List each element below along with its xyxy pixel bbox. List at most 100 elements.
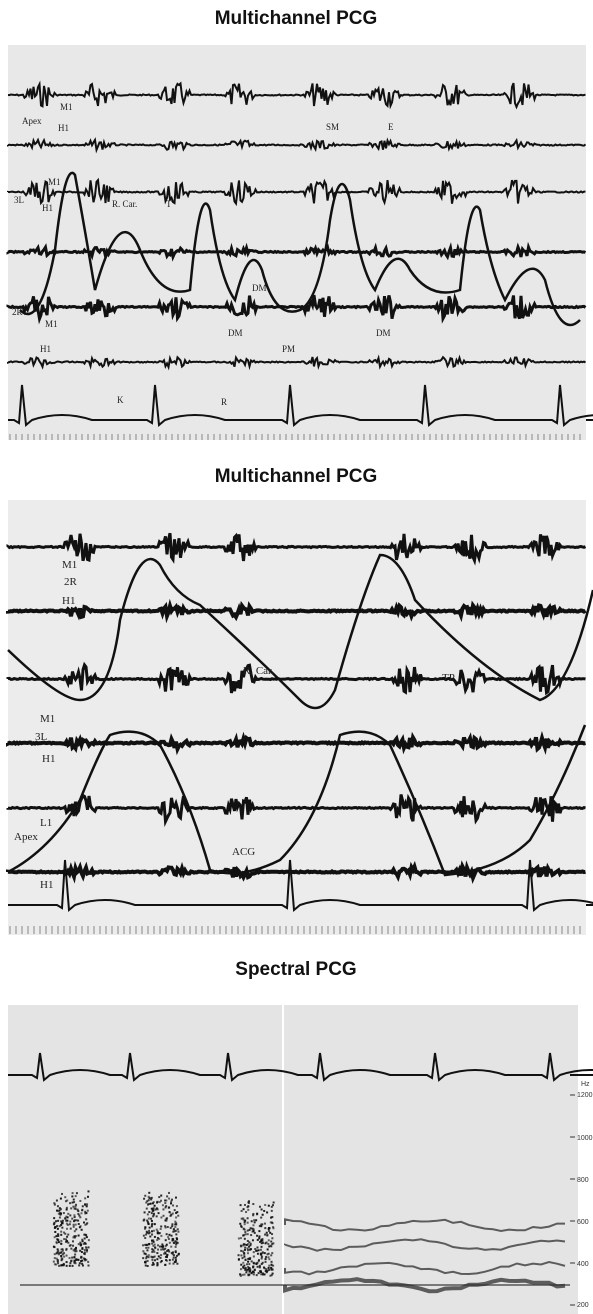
spectral-speck [266, 1248, 269, 1251]
spectral-speck [148, 1210, 151, 1213]
spectral-speck [168, 1262, 171, 1265]
spectral-speck [53, 1253, 56, 1256]
spectral-speck [152, 1249, 155, 1252]
spectral-speck [248, 1228, 251, 1231]
spectral-speck [244, 1246, 247, 1249]
spectral-speck [171, 1253, 174, 1256]
spectral-speck [156, 1239, 159, 1242]
spectral-speck [173, 1254, 176, 1257]
spectral-speck [247, 1200, 250, 1203]
spectral-speck [252, 1273, 255, 1276]
spectral-speck [267, 1204, 270, 1207]
spectral-speck [161, 1246, 164, 1249]
axis-label: 1000 [577, 1135, 593, 1142]
spectral-speck [174, 1251, 177, 1254]
spectral-speck [82, 1257, 85, 1260]
spectral-speck [148, 1229, 151, 1232]
spectral-speck [270, 1245, 273, 1248]
spectral-speck [173, 1242, 176, 1245]
spectral-speck [243, 1253, 246, 1256]
spectral-speck [63, 1238, 66, 1241]
label: 2R [12, 307, 23, 317]
spectral-speck [73, 1261, 76, 1264]
spectral-speck [245, 1244, 248, 1247]
spectral-speck [267, 1256, 270, 1259]
spectral-speck [73, 1256, 76, 1259]
spectral-speck [243, 1248, 246, 1251]
axis-label: Hz [581, 1081, 590, 1088]
spectral-speck [254, 1247, 257, 1250]
spectral-speck [73, 1230, 76, 1233]
spectral-speck [253, 1231, 256, 1234]
panel-background [8, 45, 586, 440]
spectral-speck [242, 1261, 245, 1264]
spectral-speck [168, 1210, 171, 1213]
spectral-speck [53, 1246, 56, 1249]
label: T [166, 199, 172, 209]
spectral-speck [164, 1202, 167, 1205]
spectral-speck [145, 1255, 148, 1258]
spectral-speck [152, 1214, 155, 1217]
spectral-speck [252, 1255, 255, 1258]
spectral-speck [162, 1248, 165, 1251]
spectral-speck [174, 1240, 177, 1243]
spectral-speck [69, 1220, 72, 1223]
spectral-speck [158, 1232, 161, 1235]
spectral-speck [153, 1259, 156, 1262]
spectral-speck [260, 1239, 263, 1242]
spectral-speck [260, 1257, 263, 1260]
spectral-speck [170, 1213, 173, 1216]
spectral-speck [146, 1249, 149, 1252]
spectral-speck [60, 1256, 63, 1259]
spectral-speck [151, 1230, 154, 1233]
spectral-speck [76, 1208, 79, 1211]
spectral-speck [249, 1244, 252, 1247]
spectral-speck [239, 1204, 242, 1207]
spectral-speck [67, 1233, 70, 1236]
spectral-speck [151, 1239, 154, 1242]
spectral-speck [156, 1263, 159, 1266]
spectral-speck [148, 1231, 151, 1234]
spectral-speck [168, 1241, 171, 1244]
spectral-speck [165, 1233, 168, 1236]
spectral-speck [152, 1215, 155, 1218]
spectral-band [284, 1260, 566, 1276]
spectral-speck [156, 1258, 159, 1261]
traces [6, 80, 593, 440]
spectral-speck [160, 1254, 163, 1257]
spectral-speck [75, 1258, 78, 1261]
spectral-speck [164, 1255, 167, 1258]
spectral-speck [79, 1241, 82, 1244]
spectral-speck [145, 1201, 148, 1204]
spectral-speck [61, 1192, 64, 1195]
spectral-band [283, 1277, 566, 1294]
axis-label: 400 [577, 1261, 589, 1268]
spectral-speck [248, 1263, 251, 1266]
spectral-speck [83, 1233, 86, 1236]
spectral-speck [55, 1241, 58, 1244]
spectral-speck [59, 1197, 62, 1200]
spectral-speck [66, 1223, 69, 1226]
spectral-speck [56, 1259, 59, 1262]
spectral-speck [258, 1266, 261, 1269]
spectral-speck [167, 1236, 170, 1239]
spectral-speck [175, 1216, 178, 1219]
spectral-speck [61, 1226, 64, 1229]
spectral-speck [160, 1248, 163, 1251]
spectral-speck [264, 1258, 267, 1261]
spectral-speck [83, 1253, 86, 1256]
spectral-speck [174, 1259, 177, 1262]
spectral-speck [268, 1229, 271, 1232]
spectral-speck [177, 1230, 180, 1233]
label: DM [376, 328, 391, 338]
spectral-speck [267, 1242, 270, 1245]
spectral-speck [144, 1237, 147, 1240]
spectral-speck [174, 1196, 177, 1199]
spectral-speck [259, 1240, 262, 1243]
spectral-speck [73, 1259, 76, 1262]
spectral-speck [144, 1226, 147, 1229]
spectral-speck [77, 1243, 80, 1246]
spectral-speck [150, 1225, 153, 1228]
spectral-speck [267, 1252, 270, 1255]
spectral-speck [153, 1255, 156, 1258]
